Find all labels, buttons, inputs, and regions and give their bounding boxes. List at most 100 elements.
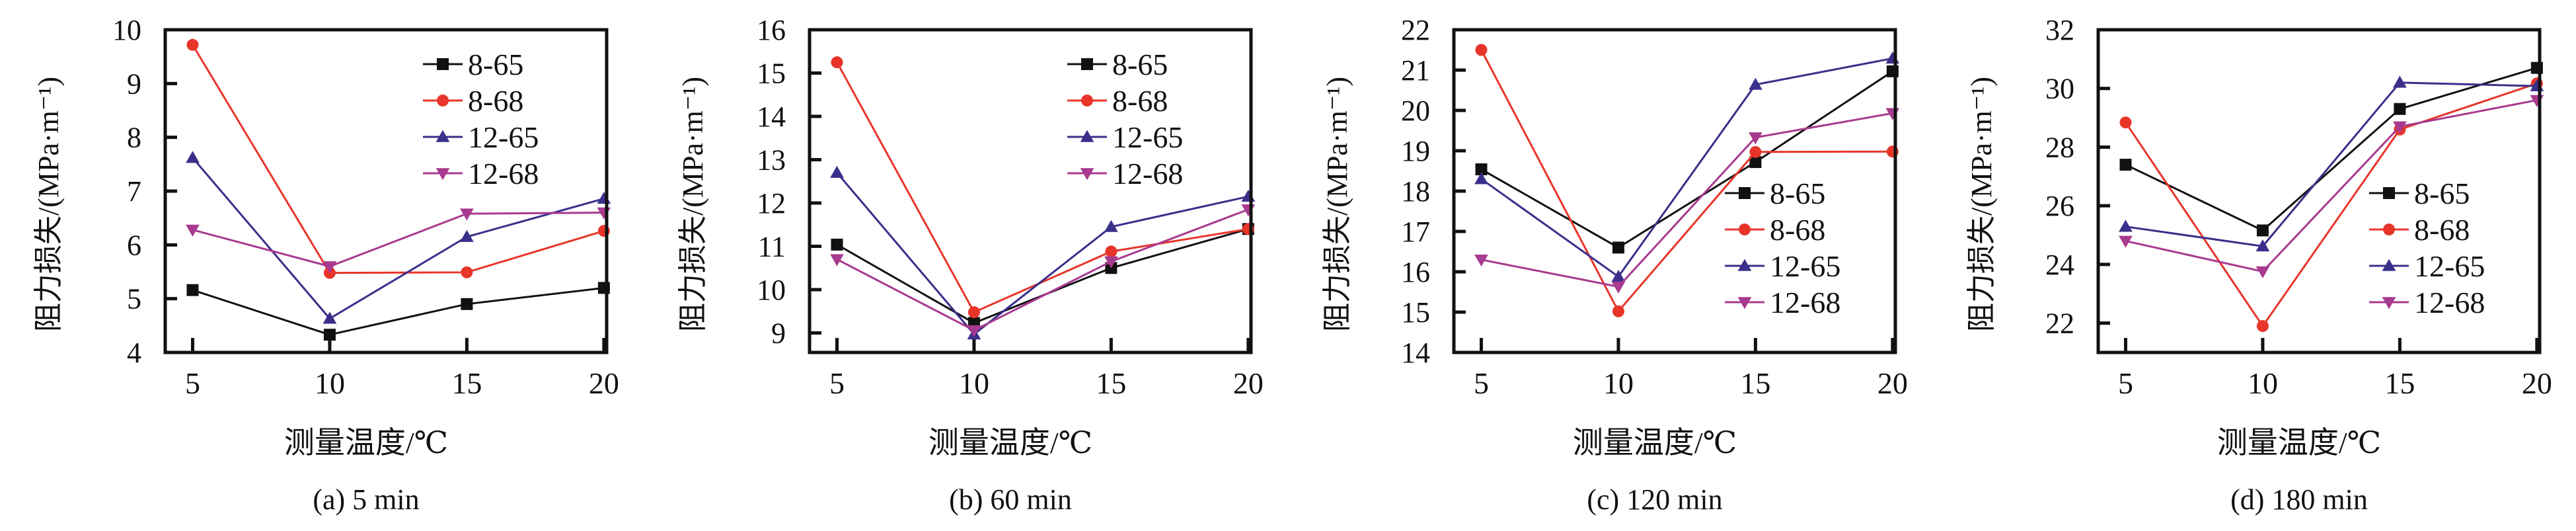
y-tick-label: 7: [127, 175, 141, 208]
y-axis-label: 阻力损失/(MPa·m⁻¹): [1965, 77, 1998, 332]
data-point-12-65: [1611, 269, 1626, 282]
data-point-8-68: [461, 266, 473, 278]
y-tick-label: 30: [2045, 73, 2074, 105]
x-axis-label: 测量温度/℃: [284, 426, 448, 460]
x-tick-label: 15: [451, 366, 482, 400]
data-point-12-68: [1474, 254, 1488, 267]
series-line-12-65: [1480, 57, 1893, 278]
y-tick-label: 22: [2045, 307, 2074, 340]
y-tick-label: 22: [1401, 14, 1430, 46]
data-point-12-68: [322, 261, 337, 274]
legend-marker: [2383, 224, 2395, 235]
y-tick-label: 10: [112, 14, 141, 46]
data-point-8-68: [186, 38, 199, 51]
panel-caption: (c) 120 min: [1587, 483, 1722, 516]
data-point-12-68: [1749, 132, 1762, 145]
legend-marker: [436, 168, 450, 181]
legend-label: 8-65: [1770, 177, 1825, 210]
series-line-8-68: [836, 61, 1249, 314]
y-tick-label: 4: [127, 337, 141, 369]
data-point-8-68: [2256, 320, 2269, 333]
legend-marker: [1080, 168, 1094, 181]
data-point-8-65: [2119, 159, 2132, 171]
legend-marker: [1080, 130, 1094, 142]
data-point-12-65: [186, 151, 200, 163]
legend-label: 12-68: [1770, 286, 1840, 319]
y-tick-label: 16: [757, 14, 786, 46]
y-tick-label: 18: [1401, 175, 1430, 208]
data-point-8-65: [2256, 224, 2269, 237]
y-tick-label: 12: [757, 187, 786, 220]
y-tick-label: 24: [2045, 249, 2074, 281]
data-point-12-65: [1474, 172, 1488, 184]
legend-marker: [437, 58, 449, 70]
data-point-12-68: [186, 224, 200, 237]
panel-caption: (b) 60 min: [949, 483, 1072, 516]
data-point-8-65: [1749, 156, 1762, 169]
series-line-12-65: [192, 157, 605, 320]
panel-caption: (a) 5 min: [313, 483, 419, 516]
data-point-12-65: [322, 311, 337, 324]
legend-marker: [1737, 259, 1752, 271]
plot-frame: [2096, 28, 2542, 354]
x-axis-label: 测量温度/℃: [1573, 426, 1737, 460]
legend-label: 8-65: [1112, 48, 1168, 81]
plot-frame: [808, 28, 1253, 354]
data-point-8-65: [186, 284, 199, 296]
x-tick-label: 15: [1740, 366, 1770, 400]
series-line-8-65: [836, 227, 1249, 325]
y-tick-label: 17: [1401, 216, 1430, 248]
legend-label: 12-65: [1112, 120, 1183, 154]
plot-frame: [1452, 28, 1897, 354]
legend-marker: [2382, 259, 2396, 271]
y-tick-label: 14: [757, 101, 786, 133]
x-tick-label: 5: [2118, 366, 2133, 400]
legend-label: 12-65: [468, 120, 539, 154]
series-line-8-68: [1480, 49, 1893, 313]
legend-marker: [436, 130, 450, 142]
data-point-12-65: [1241, 189, 1256, 202]
data-point-12-68: [2393, 121, 2407, 134]
legend-label: 8-65: [468, 48, 523, 81]
chart-panel: 14 15 16 17 18 19 20 21 22 5 10 15 20 8-658-6812-6512…: [1321, 14, 1908, 516]
x-tick-label: 20: [1233, 366, 1264, 400]
series-line-8-65: [192, 286, 605, 336]
x-axis-label: 测量温度/℃: [2217, 426, 2381, 460]
data-point-8-65: [461, 298, 473, 310]
y-tick-label: 15: [1401, 296, 1430, 329]
y-axis-label: 阻力损失/(MPa·m⁻¹): [677, 77, 709, 332]
data-point-8-65: [2394, 102, 2406, 115]
legend-label: 8-68: [1770, 213, 1825, 247]
data-point-12-65: [2393, 75, 2407, 88]
data-point-12-65: [597, 192, 611, 204]
legend-marker: [1739, 187, 1751, 199]
series-line-8-65: [2125, 67, 2538, 232]
y-tick-label: 6: [127, 229, 141, 261]
legend-marker: [2382, 297, 2396, 309]
series-line-12-68: [1481, 112, 1893, 288]
y-tick-label: 19: [1401, 135, 1430, 167]
data-point-12-65: [1104, 220, 1118, 232]
y-tick-label: 28: [2045, 131, 2074, 163]
y-tick-label: 8: [127, 122, 141, 154]
x-tick-label: 15: [2384, 366, 2415, 400]
series-line-8-68: [192, 44, 605, 274]
y-tick-label: 13: [757, 144, 786, 177]
data-point-12-68: [2255, 266, 2270, 278]
x-tick-label: 5: [185, 366, 200, 400]
legend-label: 12-65: [2414, 249, 2485, 283]
x-tick-label: 20: [2522, 366, 2552, 400]
y-tick-label: 20: [1401, 95, 1430, 127]
data-point-8-68: [831, 56, 843, 69]
legend-label: 8-68: [1112, 84, 1168, 118]
legend-label: 12-68: [2414, 286, 2485, 319]
data-point-8-68: [1612, 305, 1624, 317]
data-point-8-68: [1105, 245, 1118, 258]
data-point-12-65: [1885, 51, 1900, 64]
